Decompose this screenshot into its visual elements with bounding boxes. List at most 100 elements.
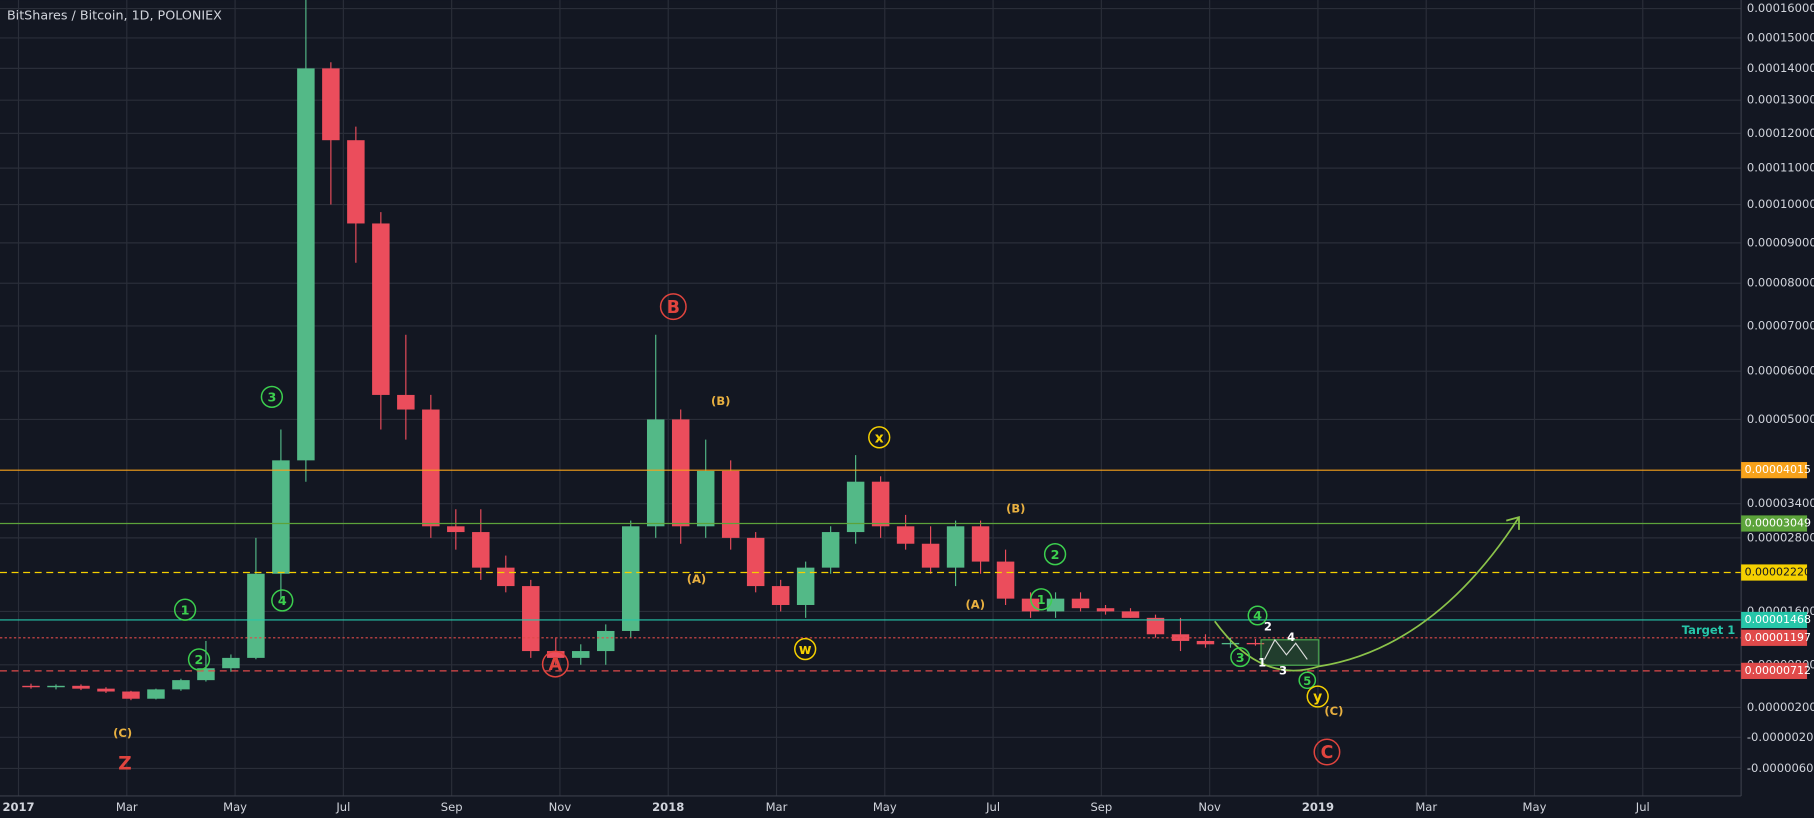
candle-body xyxy=(1071,598,1090,609)
wave-circle xyxy=(1298,671,1317,690)
candle-body xyxy=(971,526,990,562)
candle-body xyxy=(821,532,840,568)
wave-label: 3 xyxy=(1279,664,1287,678)
x-tick-label: May xyxy=(873,800,897,814)
y-tick-label: 0.00012000 xyxy=(1747,126,1814,140)
x-tick-label: May xyxy=(223,800,247,814)
x-tick-label: Mar xyxy=(116,800,138,814)
candle-body xyxy=(522,586,540,652)
candle-body xyxy=(771,586,790,605)
price-badge-label: 0.00002220 xyxy=(1745,566,1811,579)
wave-label: y xyxy=(1313,690,1322,706)
candle-body xyxy=(946,526,965,568)
candle-body xyxy=(272,460,290,574)
y-tick-label: 0.00013000 xyxy=(1747,93,1814,107)
wave-circle xyxy=(1043,543,1067,566)
x-tick-label: 2018 xyxy=(652,800,684,814)
y-tick-label: 0.00009000 xyxy=(1747,235,1814,249)
wave-label: 4 xyxy=(278,593,287,608)
wave-circle xyxy=(541,650,569,678)
candle-body xyxy=(322,68,340,141)
y-tick-label: 0.00002800 xyxy=(1747,530,1814,544)
wave-circle xyxy=(794,637,817,661)
candle-body xyxy=(422,409,440,527)
y-tick-label: 0.00015000 xyxy=(1747,30,1814,44)
wave-label: 3 xyxy=(267,390,276,405)
grid xyxy=(0,0,1742,796)
x-tick-label: Mar xyxy=(1415,800,1437,814)
wave-label: w xyxy=(799,642,812,658)
wave-circle xyxy=(271,589,294,612)
wave-label: B xyxy=(667,298,680,318)
y-tick-label: 0.00007000 xyxy=(1747,318,1814,332)
wave-circle xyxy=(659,293,687,321)
y-tick-label: 0.00016000 xyxy=(1747,1,1814,15)
price-badge xyxy=(1741,515,1808,532)
price-badge xyxy=(1741,629,1808,646)
wave-circle xyxy=(1306,685,1329,708)
candle-body xyxy=(372,223,390,395)
candle-body xyxy=(597,630,615,652)
candle-body xyxy=(397,394,415,410)
x-tick-label: Jul xyxy=(335,800,350,814)
wave-label: (A) xyxy=(687,572,707,586)
candle-body xyxy=(871,481,890,527)
wave-label: 1 xyxy=(181,602,190,617)
x-tick-label: Sep xyxy=(441,800,463,814)
wave-label: 4 xyxy=(1287,630,1295,644)
candle-body xyxy=(796,567,815,605)
plot xyxy=(0,0,1742,701)
price-badge-label: 0.00003049 xyxy=(1745,516,1811,529)
candle-body xyxy=(472,532,490,568)
candle-body xyxy=(347,140,365,224)
candle-body xyxy=(621,526,640,631)
x-tick-label: Jul xyxy=(1635,800,1650,814)
candle-body xyxy=(1146,617,1165,635)
wave-label: Target 1 xyxy=(1682,623,1736,637)
wave-label: 2 xyxy=(195,652,204,667)
wave-circle xyxy=(1030,588,1053,611)
candle-body xyxy=(746,537,765,587)
candle-body xyxy=(996,561,1015,599)
y-tick-label: 0.00014000 xyxy=(1747,61,1814,75)
x-tick-label: Sep xyxy=(1090,800,1112,814)
candle-body xyxy=(497,567,515,587)
x-tick-label: Nov xyxy=(1198,800,1221,814)
wave-label: 1 xyxy=(1037,592,1046,607)
wave-label: 5 xyxy=(1303,674,1311,688)
wave-label: 3 xyxy=(1236,650,1245,665)
wave-label: 1 xyxy=(1258,655,1266,669)
wave-circle xyxy=(260,385,284,409)
candle-body xyxy=(1246,642,1265,645)
y-tick-label: 0.00008000 xyxy=(1747,276,1814,290)
price-badge-label: 0.00001197 xyxy=(1745,631,1811,644)
wave-circle xyxy=(1247,605,1268,626)
candle-body xyxy=(1196,640,1215,645)
target-box xyxy=(1260,639,1320,666)
wave-label: (B) xyxy=(1006,502,1025,516)
candle-body xyxy=(846,481,865,533)
x-tick-label: Mar xyxy=(766,800,788,814)
candle-body xyxy=(47,685,65,688)
candle-body xyxy=(172,680,190,690)
wave-label: (A) xyxy=(966,598,986,612)
x-tick-label: May xyxy=(1523,800,1547,814)
candle-body xyxy=(646,419,665,527)
wave-circle xyxy=(1230,647,1251,668)
candle-body xyxy=(921,543,940,568)
candle-body xyxy=(447,526,465,533)
price-badge xyxy=(1741,564,1808,581)
y-tick-label: 0.00005000 xyxy=(1747,412,1814,426)
candle-body xyxy=(247,573,265,658)
arrow-head xyxy=(1506,516,1520,530)
projection-arrow xyxy=(1214,516,1520,672)
wave-label: A xyxy=(549,655,563,675)
wave-label: 4 xyxy=(1253,608,1262,623)
candle-body xyxy=(222,657,240,669)
wave-label: (C) xyxy=(1324,704,1343,718)
candle-body xyxy=(572,651,590,658)
